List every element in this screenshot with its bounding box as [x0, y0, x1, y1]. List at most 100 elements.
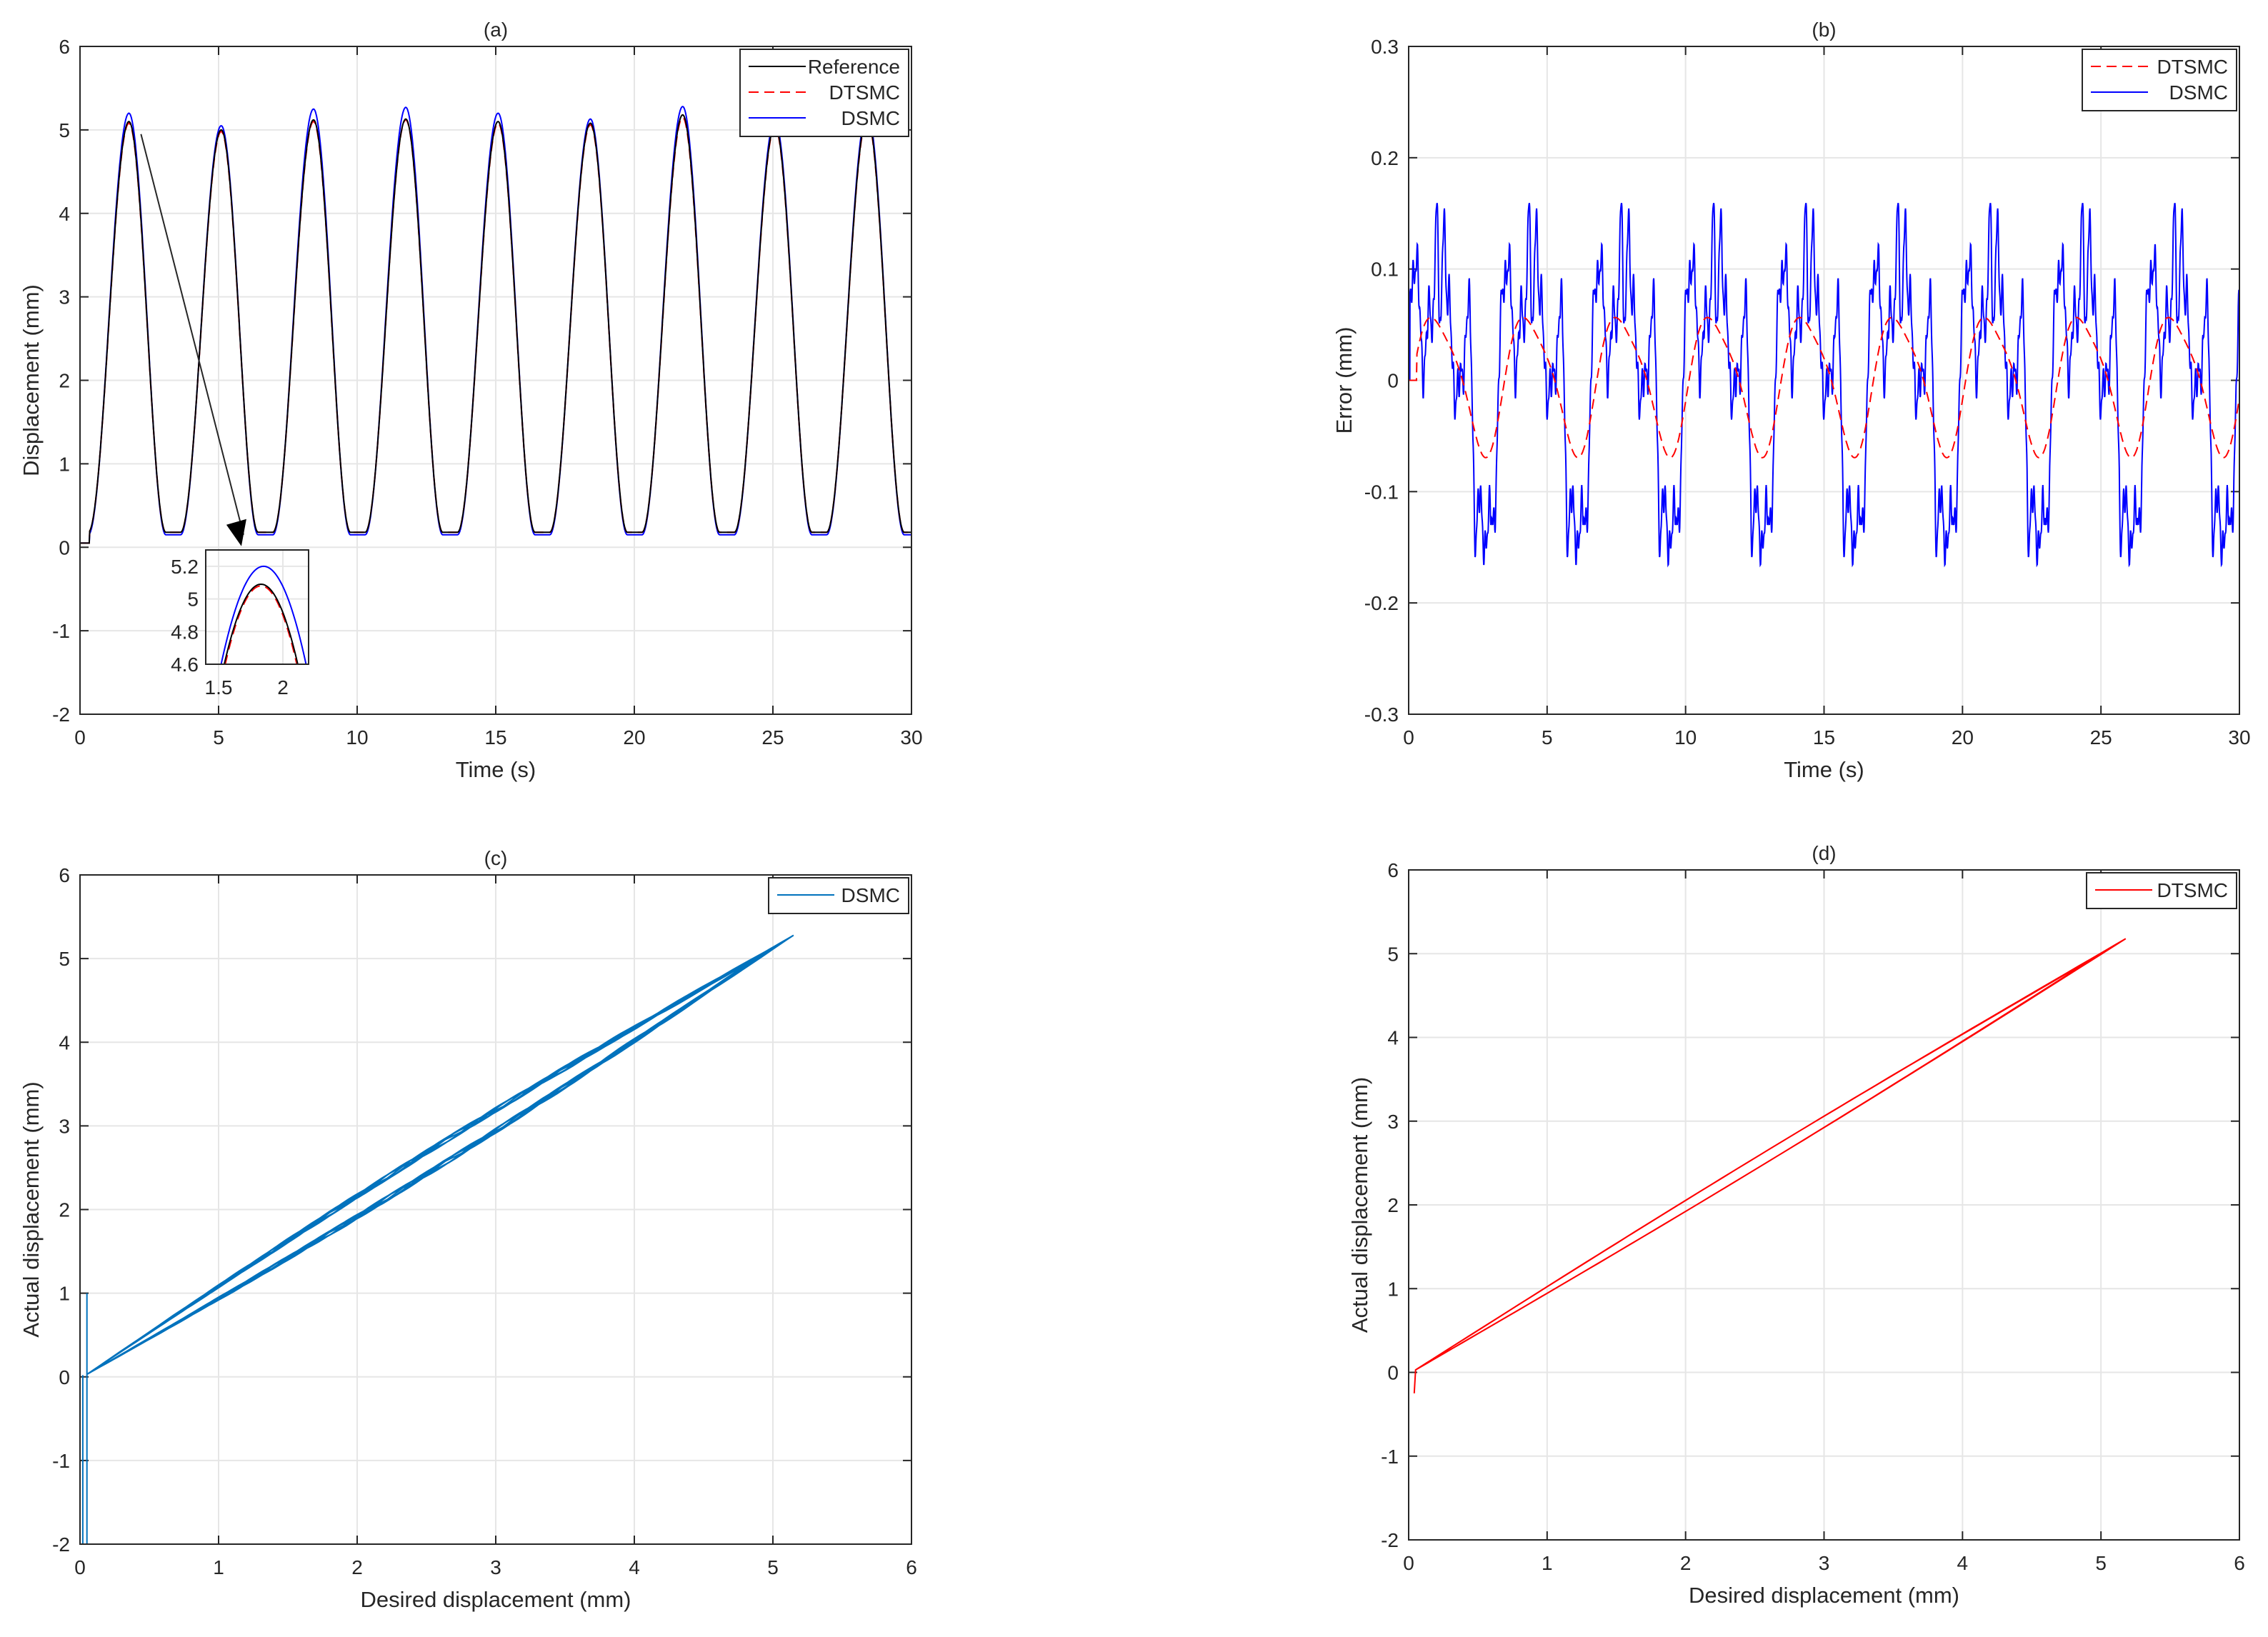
x-tick-label: 4	[629, 1556, 640, 1578]
y-axis-label: Error (mm)	[1332, 327, 1357, 434]
legend: Reference DTSMC DSMC	[739, 49, 909, 137]
y-tick-label: 3	[1387, 1111, 1399, 1133]
legend: DTSMC	[2086, 872, 2237, 909]
axes-frame	[79, 874, 912, 1545]
x-tick-label: 2	[1680, 1552, 1692, 1574]
legend-label: DSMC	[2169, 81, 2228, 104]
y-tick-label: 0.2	[1371, 147, 1399, 169]
series-dsmc	[81, 934, 794, 1544]
y-axis-label: Actual displacement (mm)	[1347, 1077, 1372, 1333]
x-tick-label: 5	[2095, 1552, 2107, 1574]
series-dtsmc	[1413, 938, 2127, 1393]
x-tick-label: 15	[1813, 726, 1835, 749]
x-axis-label: Desired displacement (mm)	[361, 1587, 631, 1612]
y-tick-label: 2	[1387, 1194, 1399, 1216]
y-tick-label: 5	[1387, 943, 1399, 965]
inset-axes: 4.6 4.8 5 5.2 1.5 2	[171, 549, 309, 699]
legend-label: Reference	[808, 56, 900, 78]
y-axis-label: Displacement (mm)	[19, 284, 44, 476]
inset-frame	[205, 549, 309, 665]
x-axis-label: Time (s)	[456, 757, 536, 782]
x-tick-label: 1	[1542, 1552, 1553, 1574]
inset-x-tick-label: 2	[277, 676, 289, 699]
x-axis-label: Time (s)	[1784, 757, 1864, 782]
y-tick-label: 1	[59, 453, 70, 475]
y-tick-label: 6	[1387, 859, 1399, 881]
y-tick-label: 0.3	[1371, 36, 1399, 58]
x-tick-label: 0	[74, 1556, 86, 1578]
x-tick-label: 5	[1542, 726, 1553, 749]
y-tick-label: 0	[1387, 370, 1399, 392]
arrow-shaft	[140, 134, 244, 535]
x-tick-label: 1	[213, 1556, 224, 1578]
legend-label: DSMC	[841, 884, 900, 906]
inset-series-dsmc	[220, 565, 307, 664]
x-tick-label: 30	[900, 726, 922, 749]
legend-label: DSMC	[841, 107, 900, 129]
zoom-arrow	[140, 134, 246, 546]
x-tick-label: 15	[484, 726, 506, 749]
y-tick-label: -1	[1381, 1446, 1399, 1468]
legend: DSMC	[768, 877, 909, 914]
x-tick-label: 20	[1952, 726, 1974, 749]
y-tick-label: 4	[1387, 1027, 1399, 1049]
x-axis-label: Desired displacement (mm)	[1689, 1583, 1959, 1608]
y-tick-label: 1	[1387, 1278, 1399, 1300]
y-tick-label: 5	[59, 948, 70, 970]
x-tick-label: 0	[1403, 1552, 1414, 1574]
legend-label: DTSMC	[2157, 56, 2228, 78]
x-tick-label: 2	[351, 1556, 363, 1578]
x-tick-label: 3	[1819, 1552, 1830, 1574]
legend-label: DTSMC	[2157, 879, 2228, 901]
x-tick-label: 5	[767, 1556, 779, 1578]
x-tick-label: 5	[213, 726, 224, 749]
y-tick-label: 6	[59, 864, 70, 886]
y-tick-label: -2	[52, 704, 70, 726]
inset-x-tick-label: 1.5	[205, 676, 233, 699]
y-tick-label: 0	[59, 1366, 70, 1388]
axes-b: 0 5 10 15 20 25 30 -0.3 -0.2 -0.1 0 0.1 0.2 0.3 (b) Tim…	[1332, 19, 2251, 782]
x-tick-label: 10	[1674, 726, 1697, 749]
chart-title: (c)	[484, 847, 508, 869]
y-tick-label: -1	[52, 1450, 70, 1472]
y-tick-label: 0	[1387, 1362, 1399, 1384]
inset-series-dtsmc	[224, 585, 298, 664]
x-tick-label: 0	[1403, 726, 1414, 749]
legend-label: DTSMC	[829, 81, 900, 104]
legend: DTSMC DSMC	[2082, 49, 2237, 111]
axes-frame	[1408, 46, 2240, 715]
x-tick-label: 4	[1957, 1552, 1969, 1574]
x-tick-label: 25	[761, 726, 784, 749]
y-axis-label: Actual displacement (mm)	[19, 1081, 44, 1337]
chart-title: (d)	[1812, 842, 1836, 864]
y-tick-label: -0.2	[1364, 592, 1399, 614]
series-dtsmc	[1409, 316, 2239, 459]
y-tick-label: 5	[59, 119, 70, 141]
inset-y-tick-label: 4.6	[171, 654, 199, 676]
inset-y-tick-label: 5	[187, 589, 199, 611]
y-tick-label: 4	[59, 203, 70, 225]
y-tick-label: 2	[59, 370, 70, 392]
axes-c: 0 1 2 3 4 5 6 -2 -1 0 1 2 3 4 5 6 (c) Desired displacemen…	[19, 847, 917, 1612]
y-tick-label: 3	[59, 1115, 70, 1137]
y-tick-label: 3	[59, 286, 70, 309]
y-tick-label: 6	[59, 36, 70, 58]
inset-y-tick-label: 4.8	[171, 621, 199, 643]
arrowhead	[226, 519, 246, 546]
x-tick-label: 3	[490, 1556, 501, 1578]
legend-box	[2082, 49, 2237, 111]
series-dsmc	[1409, 202, 2239, 714]
inset-y-tick-label: 5.2	[171, 556, 199, 578]
y-tick-label: -0.1	[1364, 481, 1399, 503]
axes-d: 0 1 2 3 4 5 6 -2 -1 0 1 2 3 4 5 6 (d) Desired displacemen…	[1347, 842, 2245, 1608]
y-tick-label: 4	[59, 1031, 70, 1053]
x-tick-label: 0	[74, 726, 86, 749]
y-tick-label: -0.3	[1364, 704, 1399, 726]
y-tick-label: 0	[59, 536, 70, 559]
axes-frame	[79, 46, 912, 715]
x-tick-label: 20	[623, 726, 645, 749]
x-tick-label: 6	[2234, 1552, 2245, 1574]
x-tick-label: 25	[2090, 726, 2112, 749]
x-tick-label: 30	[2228, 726, 2250, 749]
